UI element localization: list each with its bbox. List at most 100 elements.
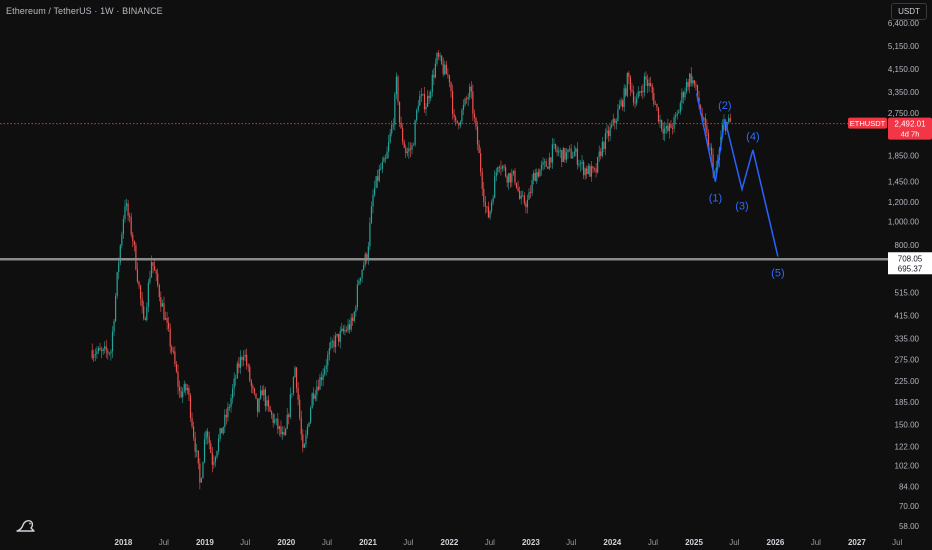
x-tick-label: 2021 xyxy=(359,538,377,547)
candle-body xyxy=(414,120,416,145)
candle-body xyxy=(182,391,184,398)
candle-body xyxy=(667,126,669,131)
candle-body xyxy=(544,161,546,163)
candle-body xyxy=(517,187,519,192)
candle-body xyxy=(380,168,382,170)
candle-body xyxy=(439,55,441,57)
candle-body xyxy=(313,393,315,399)
candle-body xyxy=(394,94,396,125)
candle-body xyxy=(239,356,242,368)
candle-body xyxy=(675,115,677,118)
candle-body xyxy=(271,411,273,415)
candle-body xyxy=(427,95,429,107)
candle-body xyxy=(280,426,282,435)
candle-body xyxy=(333,340,335,348)
candle-body xyxy=(168,322,170,329)
y-tick-label: 1,200.00 xyxy=(888,198,920,207)
candle-body xyxy=(183,384,185,392)
y-tick-label: 122.00 xyxy=(895,442,920,451)
candle-body xyxy=(363,264,365,270)
y-tick-label: 5,150.00 xyxy=(888,42,920,51)
wave-5-label: (5) xyxy=(771,268,784,280)
y-tick-label: 1,450.00 xyxy=(888,178,920,187)
candle-body xyxy=(584,168,586,176)
candle-body xyxy=(157,273,159,286)
time-axis[interactable]: 2018 Jul 2019 Jul 2020 Jul 2021 Jul 2022 Jul 2023 J… xyxy=(115,538,903,547)
candle-body xyxy=(623,88,625,108)
candle-body xyxy=(370,206,373,224)
candle-body xyxy=(383,157,385,163)
candle-body xyxy=(459,121,461,126)
candle-body xyxy=(171,346,173,352)
candle-body xyxy=(108,353,110,355)
x-tick-label: 2027 xyxy=(848,538,866,547)
candle-body xyxy=(714,172,716,174)
candle-body xyxy=(116,272,118,296)
candle-body xyxy=(295,367,298,388)
candle-body xyxy=(372,194,374,207)
candle-body xyxy=(392,124,394,126)
candle-body xyxy=(236,363,238,379)
candle-body xyxy=(310,408,312,423)
elliott-wave-projection[interactable] xyxy=(695,93,779,257)
candle-body xyxy=(136,269,139,282)
candle-body xyxy=(306,426,309,435)
candle-body xyxy=(615,120,617,123)
candle-body xyxy=(645,76,647,80)
y-tick-label: 275.00 xyxy=(895,355,920,364)
candle-body xyxy=(710,147,713,155)
candle-body xyxy=(166,318,168,323)
price-axis[interactable]: 6,400.00 5,150.00 4,150.00 3,350.00 2,750.00… xyxy=(888,19,920,531)
candle-body xyxy=(324,368,326,375)
candle-body xyxy=(601,141,603,156)
candle-body xyxy=(277,418,279,429)
wave-4-label: (4) xyxy=(746,131,759,143)
y-tick-label: 70.00 xyxy=(899,502,920,511)
candle-body xyxy=(246,354,248,366)
candle-body xyxy=(586,168,588,174)
candle-body xyxy=(308,422,310,427)
candle-body xyxy=(728,118,730,122)
candle-body xyxy=(590,166,593,177)
candle-body xyxy=(258,398,260,412)
candle-body xyxy=(562,148,564,162)
candle-body xyxy=(303,444,305,448)
candle-body xyxy=(350,317,352,330)
candle-body xyxy=(472,91,474,114)
candle-body xyxy=(169,328,171,347)
candle-body xyxy=(575,148,577,152)
candle-body xyxy=(227,407,229,418)
x-tick-label: 2024 xyxy=(603,538,621,547)
candle-body xyxy=(441,55,443,64)
candle-body xyxy=(455,117,457,121)
candle-body xyxy=(646,79,649,86)
candle-body xyxy=(172,351,174,353)
candle-body xyxy=(264,389,266,407)
candle-body xyxy=(378,169,380,181)
candle-body xyxy=(339,331,341,342)
candle-body xyxy=(278,426,281,429)
candle-body xyxy=(639,91,641,93)
candle-body xyxy=(314,395,316,399)
candle-body xyxy=(526,199,529,208)
candle-body xyxy=(297,387,299,400)
candle-body xyxy=(448,75,451,83)
candle-body xyxy=(486,206,488,208)
candle-body xyxy=(509,173,511,183)
currency-button[interactable]: USDT xyxy=(891,3,927,20)
y-tick-label: 2,750.00 xyxy=(888,109,920,118)
candle-body xyxy=(519,191,521,199)
candle-body xyxy=(411,145,413,150)
candle-body xyxy=(331,340,334,342)
candle-body xyxy=(458,122,460,126)
candle-body xyxy=(122,219,125,235)
candle-body xyxy=(551,144,554,163)
candle-body xyxy=(210,443,212,453)
candle-body xyxy=(91,350,93,358)
candle-body xyxy=(445,64,447,75)
candle-body xyxy=(238,363,240,368)
candle-body xyxy=(475,117,477,127)
candle-body xyxy=(150,262,153,278)
candle-body xyxy=(300,417,302,435)
